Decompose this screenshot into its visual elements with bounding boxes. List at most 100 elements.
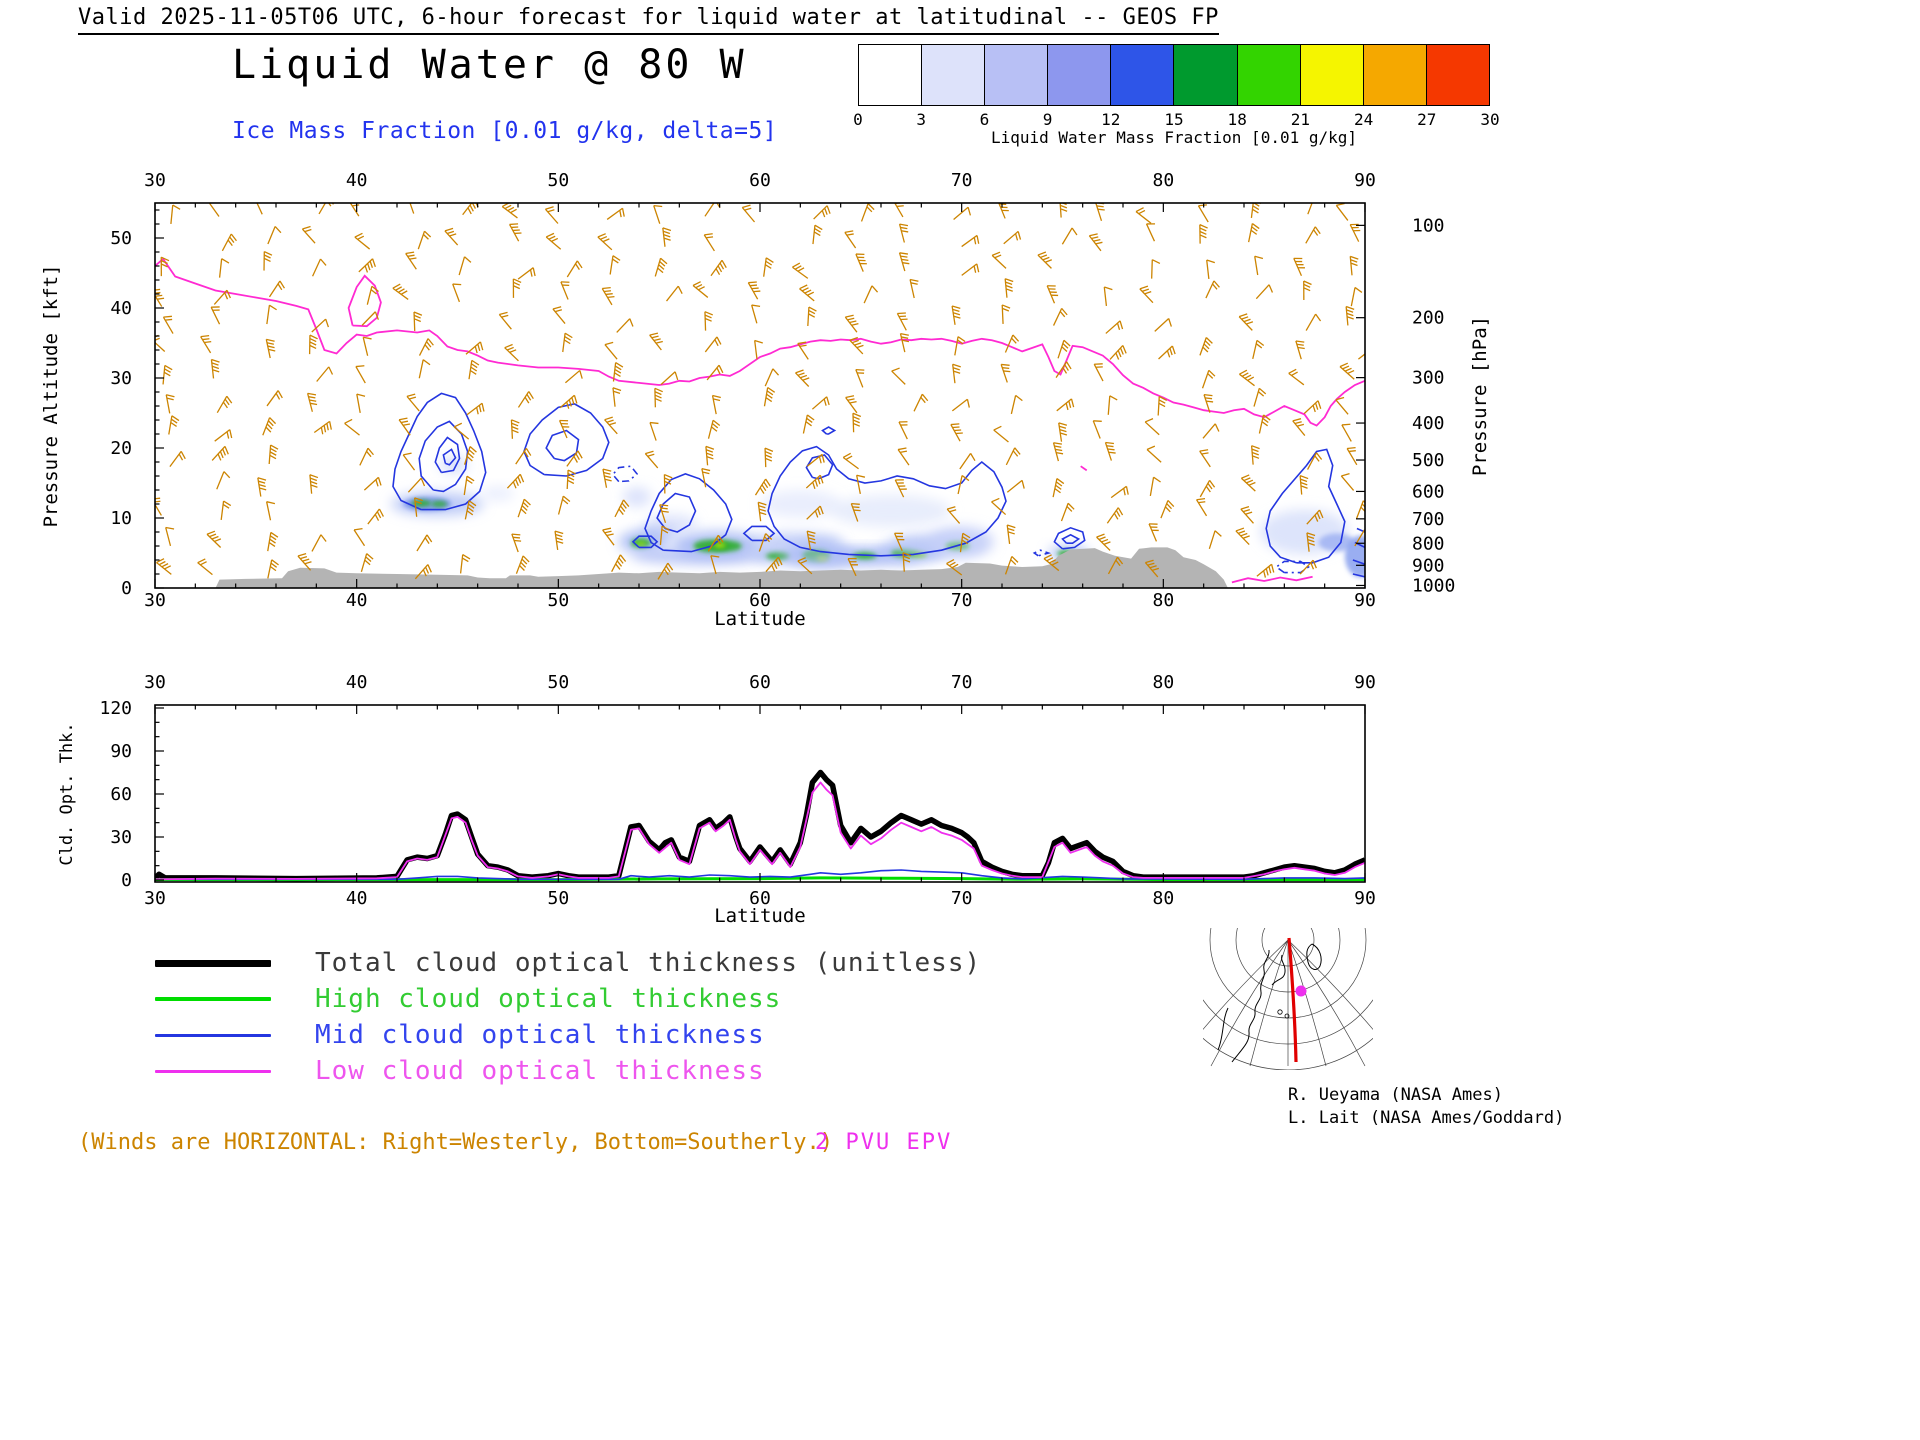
legend-line-high	[155, 997, 271, 1001]
colorbar-tick: 24	[1353, 110, 1374, 129]
svg-text:300: 300	[1412, 368, 1445, 389]
svg-text:Cld. Opt. Thk.: Cld. Opt. Thk.	[57, 722, 77, 865]
svg-text:80: 80	[1152, 672, 1174, 693]
svg-text:30: 30	[144, 888, 166, 909]
legend-row-low: Low cloud optical thickness	[155, 1053, 981, 1089]
legend-label-total: Total cloud optical thickness (unitless)	[315, 948, 982, 978]
legend-line-total	[155, 959, 271, 967]
svg-text:50: 50	[110, 228, 132, 249]
series-mid	[155, 869, 1365, 881]
colorbar-segment	[1237, 45, 1301, 105]
svg-text:100: 100	[1412, 215, 1445, 236]
colorbar: 0 3 6 9 12 15 18 21 24 27 30 Liquid Water Mass Fra…	[853, 44, 1500, 147]
wind-barbs	[155, 203, 1365, 580]
svg-text:90: 90	[1354, 888, 1376, 909]
svg-text:60: 60	[110, 784, 132, 805]
svg-text:70: 70	[951, 170, 973, 191]
svg-text:30: 30	[144, 672, 166, 693]
colorbar-segment	[1048, 45, 1112, 105]
opt-thickness-plot	[154, 704, 1366, 883]
credit-line-1: R. Ueyama (NASA Ames)	[1288, 1085, 1503, 1105]
svg-text:800: 800	[1412, 533, 1445, 554]
svg-text:50: 50	[547, 170, 569, 191]
ice-mass-subtitle: Ice Mass Fraction [0.01 g/kg, delta=5]	[232, 118, 778, 144]
main-plot-content	[155, 203, 1365, 588]
colorbar-tick: 27	[1417, 110, 1437, 129]
svg-text:40: 40	[346, 590, 368, 611]
svg-text:30: 30	[110, 368, 132, 389]
svg-text:80: 80	[1152, 888, 1174, 909]
valid-line: Valid 2025-11-05T06 UTC, 6-hour forecast…	[78, 5, 1219, 35]
svg-text:Pressure Altitude [kft]: Pressure Altitude [kft]	[40, 264, 62, 527]
map-meridian-80w	[1287, 937, 1298, 1063]
colorbar-tick: 15	[1164, 110, 1184, 129]
svg-text:50: 50	[547, 672, 569, 693]
svg-text:90: 90	[1354, 672, 1376, 693]
svg-text:600: 600	[1412, 481, 1445, 502]
legend-line-mid	[155, 1033, 271, 1037]
legend-label-low: Low cloud optical thickness	[315, 1056, 765, 1086]
cloud-legend: Total cloud optical thickness (unitless)…	[155, 945, 981, 1089]
svg-text:400: 400	[1412, 413, 1445, 434]
legend-row-total: Total cloud optical thickness (unitless)	[155, 945, 981, 981]
svg-text:20: 20	[110, 438, 132, 459]
svg-text:40: 40	[346, 888, 368, 909]
colorbar-segment	[922, 45, 986, 105]
svg-text:60: 60	[749, 672, 771, 693]
colorbar-tick: 12	[1101, 110, 1121, 129]
legend-label-high: High cloud optical thickness	[315, 984, 782, 1014]
svg-text:60: 60	[749, 590, 771, 611]
svg-text:30: 30	[144, 170, 166, 191]
colorbar-segment	[859, 45, 923, 105]
svg-text:70: 70	[951, 590, 973, 611]
svg-text:40: 40	[346, 170, 368, 191]
colorbar-tick: 6	[979, 110, 990, 129]
colorbar-segment	[985, 45, 1049, 105]
svg-text:Pressure [hPa]: Pressure [hPa]	[1469, 316, 1491, 476]
main-plot-axes	[154, 202, 1366, 589]
winds-note: (Winds are HORIZONTAL: Right=Westerly, B…	[78, 1130, 833, 1155]
svg-text:900: 900	[1412, 555, 1445, 576]
credit-line-2: L. Lait (NASA Ames/Goddard)	[1288, 1108, 1565, 1128]
colorbar-tick: 9	[1042, 110, 1053, 129]
svg-text:50: 50	[547, 888, 569, 909]
colorbar-segment	[1363, 45, 1427, 105]
main-title: Liquid Water @ 80 W	[232, 42, 747, 88]
terrain-profile	[155, 547, 1365, 588]
legend-row-high: High cloud optical thickness	[155, 981, 981, 1017]
colorbar-gradient	[858, 44, 1490, 106]
svg-text:30: 30	[144, 590, 166, 611]
svg-text:90: 90	[110, 741, 132, 762]
svg-text:10: 10	[110, 508, 132, 529]
colorbar-segment	[1426, 45, 1489, 105]
svg-text:40: 40	[346, 672, 368, 693]
legend-line-low	[155, 1069, 271, 1073]
colorbar-segment	[1174, 45, 1238, 105]
svg-text:120: 120	[99, 698, 132, 719]
svg-text:60: 60	[749, 888, 771, 909]
map-location-marker	[1295, 985, 1307, 997]
svg-text:40: 40	[110, 298, 132, 319]
colorbar-tick: 30	[1480, 110, 1500, 129]
colorbar-label: Liquid Water Mass Fraction [0.01 g/kg]	[990, 128, 1358, 147]
svg-text:0: 0	[121, 870, 132, 891]
colorbar-ticks: 0 3 6 9 12 15 18 21 24 27 30	[853, 106, 1499, 129]
svg-text:80: 80	[1152, 590, 1174, 611]
colorbar-tick: 18	[1227, 110, 1247, 129]
svg-text:90: 90	[1354, 170, 1376, 191]
svg-text:700: 700	[1412, 509, 1445, 530]
svg-text:70: 70	[951, 672, 973, 693]
epv-label: 2 PVU EPV	[815, 1130, 953, 1155]
colorbar-tick: 21	[1290, 110, 1311, 129]
svg-text:30: 30	[110, 827, 132, 848]
legend-label-mid: Mid cloud optical thickness	[315, 1020, 765, 1050]
series-low	[155, 781, 1365, 881]
svg-text:60: 60	[749, 170, 771, 191]
svg-text:50: 50	[547, 590, 569, 611]
svg-text:Latitude: Latitude	[714, 905, 806, 927]
svg-text:0: 0	[121, 578, 132, 599]
svg-text:90: 90	[1354, 590, 1376, 611]
svg-text:Latitude: Latitude	[714, 608, 806, 630]
